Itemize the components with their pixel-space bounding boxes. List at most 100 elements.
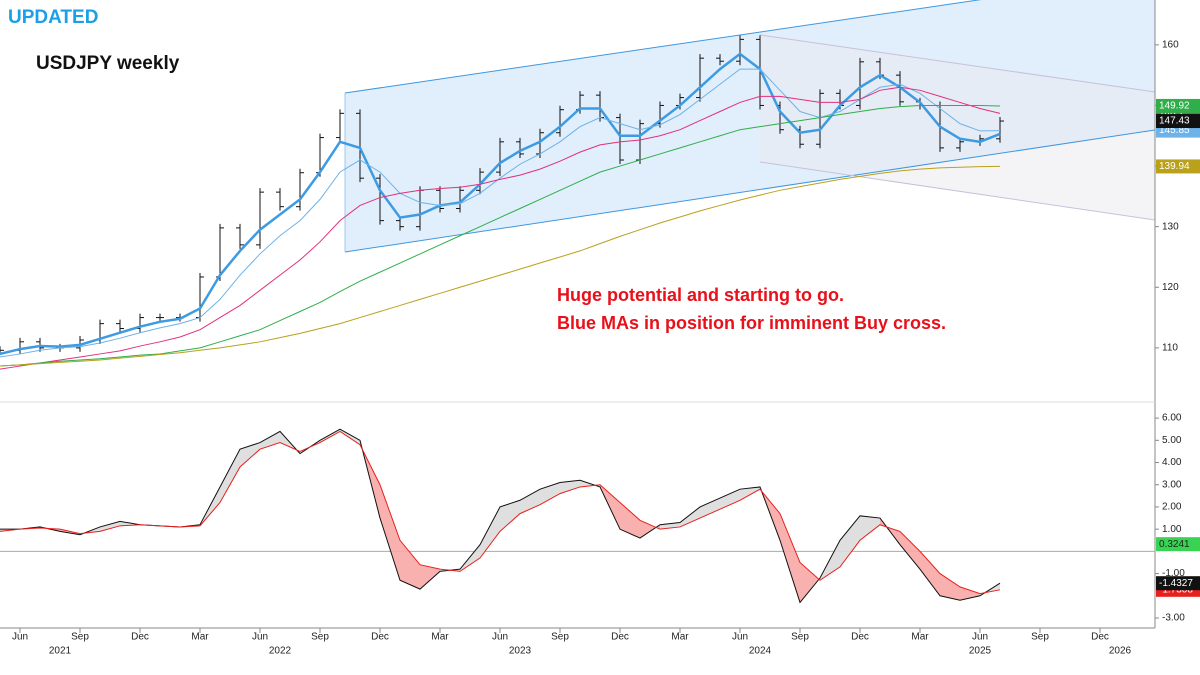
annotation: Huge potential and starting to go.: [557, 285, 844, 305]
histogram-fill: [700, 498, 720, 519]
x-tick-label: Sep: [791, 632, 809, 643]
value-box-label: 145.85: [1159, 125, 1190, 136]
histogram-fill: [100, 521, 120, 532]
price-bar: [296, 168, 304, 211]
x-tick-label: Mar: [911, 632, 929, 643]
plot: 110120130140150160139.94148.7149.92145.8…: [0, 35, 1200, 657]
histogram-fill: [920, 551, 940, 596]
x-tick-label: Sep: [551, 632, 569, 643]
price-bar: [156, 313, 164, 322]
price-bar: [0, 346, 4, 355]
histogram-fill: [680, 506, 700, 527]
histogram-fill: [480, 506, 500, 559]
x-tick-label: Jun: [972, 632, 988, 643]
price-bar: [276, 188, 284, 211]
price-bar: [736, 35, 744, 66]
x-tick-label: Sep: [1031, 632, 1049, 643]
price-bar: [436, 186, 444, 213]
x-tick-label: Jun: [492, 632, 508, 643]
value-box: [1156, 114, 1200, 129]
status-label: UPDATED: [8, 7, 98, 28]
histogram-fill: [420, 564, 440, 590]
x-tick-label: Sep: [71, 632, 89, 643]
value-box-label: 139.94: [1159, 161, 1190, 172]
histogram-fill: [860, 515, 880, 541]
x-tick-label: Dec: [611, 632, 629, 643]
price-bar: [556, 105, 564, 137]
histogram-fill: [940, 573, 960, 601]
channel-lower: [344, 129, 1156, 253]
x-tick-label: Jun: [252, 632, 268, 643]
histogram-fill: [240, 442, 260, 467]
histogram-fill: [720, 489, 740, 510]
y-tick-label: 110: [1162, 343, 1178, 354]
price-bar: [456, 186, 464, 213]
price-bar: [196, 272, 204, 322]
y-tick-label: 160: [1162, 39, 1179, 50]
value-box-label: 148.7: [1159, 108, 1184, 119]
histogram-fill: [840, 515, 860, 567]
value-box: [1156, 98, 1200, 113]
series-line: [0, 86, 1001, 370]
value-box-label: -1.4327: [1159, 578, 1193, 589]
price-bar: [496, 137, 504, 177]
series-line: [0, 68, 1001, 358]
series-line: [0, 430, 1001, 595]
y-tick-label: 5.00: [1162, 435, 1182, 446]
price-bar: [256, 188, 264, 249]
price-bar: [16, 337, 24, 355]
y-tick-label: 1.00: [1162, 524, 1182, 535]
annotation: Blue MAs in position for imminent Buy cr…: [557, 313, 946, 333]
x-tick-label: Dec: [1091, 632, 1109, 643]
channel-secondary-upper: [759, 34, 1156, 93]
channel-fill-secondary: [760, 35, 1155, 220]
x-tick-label: Dec: [131, 632, 149, 643]
y-tick-label: 6.00: [1162, 413, 1182, 424]
series-line: [0, 165, 1001, 367]
price-bar: [356, 109, 364, 183]
histogram-fill: [380, 484, 400, 581]
y-tick-label: 3.00: [1162, 479, 1182, 490]
y-tick-label: 130: [1162, 221, 1179, 232]
x-tick-label: Jun: [732, 632, 748, 643]
series-line: [0, 104, 1001, 367]
x-tick-label: Dec: [851, 632, 869, 643]
histogram-fill: [500, 500, 520, 532]
price-bar: [816, 89, 824, 149]
channel-secondary-lower: [759, 161, 1156, 221]
value-box-label: 149.92: [1159, 101, 1190, 112]
histogram-fill: [220, 449, 240, 503]
histogram-fill: [260, 431, 280, 450]
price-bar: [236, 223, 244, 249]
price-bar: [336, 109, 344, 142]
value-box-label: 147.43: [1159, 116, 1190, 127]
price-bar: [616, 113, 624, 164]
value-box: [1156, 159, 1200, 174]
price-bar: [376, 174, 384, 225]
x-tick-label: Mar: [191, 632, 209, 643]
year-label: 2022: [269, 646, 292, 657]
y-tick-label: -1.00: [1162, 568, 1185, 579]
histogram-fill: [640, 520, 660, 539]
price-bar: [396, 216, 404, 231]
y-tick-label: -3.00: [1162, 613, 1185, 624]
year-label: 2025: [969, 646, 992, 657]
histogram-fill: [800, 562, 820, 603]
price-bar: [476, 168, 484, 195]
value-box: [1156, 537, 1200, 552]
price-bar: [716, 54, 724, 66]
histogram-fill: [900, 531, 920, 570]
price-bar: [996, 117, 1004, 143]
price-bar: [116, 319, 124, 333]
x-tick-label: Sep: [311, 632, 329, 643]
year-label: 2023: [509, 646, 532, 657]
histogram-fill: [540, 482, 560, 505]
histogram-fill: [520, 489, 540, 514]
price-bar: [136, 313, 144, 333]
histogram-fill: [620, 502, 640, 539]
year-label: 2026: [1109, 646, 1132, 657]
price-bar: [856, 57, 864, 110]
histogram-fill: [960, 586, 980, 601]
price-bar: [696, 54, 704, 102]
